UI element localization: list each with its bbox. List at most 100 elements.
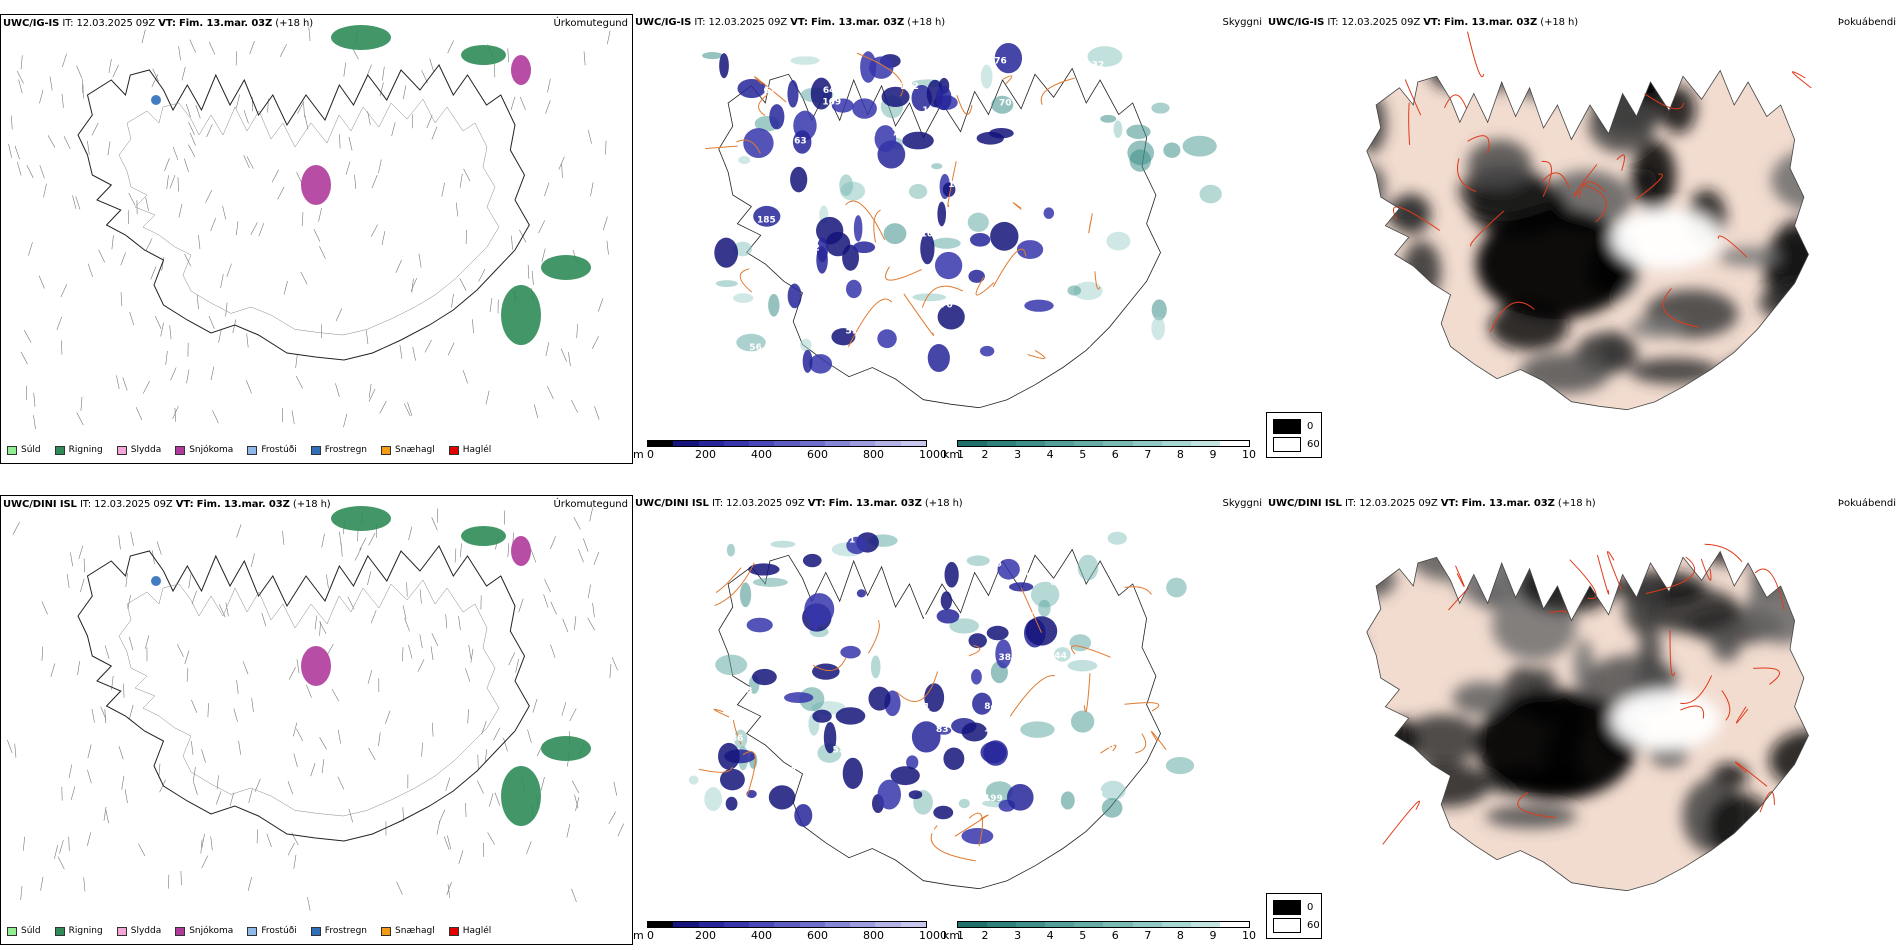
cloud-base-value: 61 xyxy=(817,330,830,340)
legend-item: Rigning xyxy=(54,445,103,455)
cloud-base-value: 49 xyxy=(1007,736,1020,746)
cloud-base-value: 57 xyxy=(871,279,884,289)
cloud-base-value: 41 xyxy=(898,724,911,734)
cloud-base-value: 32 xyxy=(1092,60,1105,70)
colorbar-tick: 4 xyxy=(1046,929,1054,942)
colorbar-tick: 200 xyxy=(695,448,716,461)
precip-type-panel-row2: UWC/DINI ISL IT: 12.03.2025 09Z VT: Fim.… xyxy=(0,495,633,945)
legend-label: Frostregn xyxy=(324,445,368,455)
panel-name: Úrkomutegund xyxy=(553,499,628,510)
cloud-base-value: 105 xyxy=(1052,785,1071,795)
legend-swatch xyxy=(54,926,65,936)
colorbar-tick: 7 xyxy=(1144,448,1152,461)
fog-swatch xyxy=(1273,437,1301,452)
precip-type-map xyxy=(8,25,611,430)
legend-item: Haglél xyxy=(448,445,491,455)
cloud-base-value: 80 xyxy=(745,321,758,331)
colorbar-tick: 8 xyxy=(1176,448,1184,461)
legend-label: Rigning xyxy=(68,926,103,936)
fog-panel-row2: UWC/DINI ISL IT: 12.03.2025 09Z VT: Fim.… xyxy=(1266,495,1900,945)
colorbar-tick: 7 xyxy=(1144,929,1152,942)
cloud-base-value: 69 xyxy=(1090,789,1103,799)
cloud-base-value: 108 xyxy=(921,229,940,239)
cloud-base-value: 103 xyxy=(948,180,967,190)
cloud-base-value: 113 xyxy=(915,613,934,623)
fog-label: 0 xyxy=(1307,902,1314,913)
cloud-base-value: 108 xyxy=(777,766,796,776)
colorbar-tick: 0 xyxy=(647,929,654,942)
cloud-base-value: 7 xyxy=(892,129,898,139)
legend-label: Snjókoma xyxy=(189,926,234,936)
cloud-base-value: 63 xyxy=(794,136,807,146)
legend-label: Frostregn xyxy=(324,926,368,936)
cloud-base-colorbar: m 0 200 400 600 800 1000 xyxy=(633,919,947,945)
cloud-base-value: 86 xyxy=(1039,654,1052,664)
visibility-panel-row2: UWC/DINI ISL IT: 12.03.2025 09Z VT: Fim.… xyxy=(633,495,1266,945)
legend-swatch xyxy=(448,926,459,936)
cloud-base-value: 85 xyxy=(1007,757,1020,767)
cloud-base-value: 185 xyxy=(757,216,776,226)
legend-swatch xyxy=(247,445,258,455)
colorbar-tick: 200 xyxy=(695,929,716,942)
cloud-base-value: 59 xyxy=(928,64,941,74)
colorbar-tick: 2 xyxy=(981,929,989,942)
legend-item: Súld xyxy=(7,445,41,455)
colorbar-unit: km xyxy=(943,929,961,942)
cloud-base-value: 69 xyxy=(829,281,842,291)
legend-swatch xyxy=(381,926,392,936)
cloud-base-value: 55 xyxy=(818,277,831,287)
colorbar-tick: 9 xyxy=(1209,448,1217,461)
colorbar-tick: 10 xyxy=(1242,929,1256,942)
cloud-base-value: 64 xyxy=(876,349,889,359)
legend-swatch xyxy=(54,445,65,455)
cloud-base-value: 47 xyxy=(1015,297,1028,307)
cloud-base-value: 132 xyxy=(984,724,1003,734)
cloud-base-value: 11 xyxy=(878,617,891,627)
colorbar-strip xyxy=(647,440,927,447)
cloud-base-colorbar: m 0 200 400 600 800 1000 xyxy=(633,438,947,464)
legend-swatch xyxy=(7,445,17,455)
cloud-base-value: 104 xyxy=(857,130,876,140)
legend-label: Frostúði xyxy=(261,445,297,455)
cloud-base-value: 63 xyxy=(893,552,906,562)
legend-label: Slydda xyxy=(130,445,162,455)
panel-title: UWC/IG-IS IT: 12.03.2025 09Z VT: Fim. 13… xyxy=(3,18,314,29)
cloud-base-value: 969 xyxy=(1009,208,1028,218)
visibility-colorbar: km 1 2 3 4 5 6 7 8 9 10 xyxy=(943,438,1266,464)
cloud-base-value: 78 xyxy=(740,686,753,696)
colorbar-tick: 5 xyxy=(1079,448,1087,461)
cloud-base-value: 93 xyxy=(1027,572,1040,582)
colorbar-strip xyxy=(957,921,1250,928)
colorbar-tick: 3 xyxy=(1014,929,1022,942)
panel-name: Skyggni xyxy=(1222,17,1262,28)
fog-map xyxy=(1366,543,1809,892)
colorbar-tick: 1 xyxy=(957,448,964,461)
fog-swatch xyxy=(1273,918,1301,933)
legend-swatch xyxy=(247,926,258,936)
legend-label: Slydda xyxy=(130,926,162,936)
cloud-base-value: 50 xyxy=(1016,319,1029,329)
colorbar-tick: 800 xyxy=(863,929,884,942)
cloud-base-value: 133 xyxy=(1096,741,1115,751)
colorbar-unit: m xyxy=(633,448,644,461)
colorbar-tick: 9 xyxy=(1209,929,1217,942)
legend-item: Rigning xyxy=(54,926,103,936)
legend-swatch xyxy=(116,926,127,936)
panel-title: UWC/IG-IS IT: 12.03.2025 09Z VT: Fim. 13… xyxy=(1268,17,1579,28)
colorbar-tick: 10 xyxy=(1242,448,1256,461)
panel-title: UWC/DINI ISL IT: 12.03.2025 09Z VT: Fim.… xyxy=(635,498,963,509)
colorbar-strip xyxy=(957,440,1250,447)
legend-item: Súld xyxy=(7,926,41,936)
legend-item: Frostúði xyxy=(247,926,297,936)
colorbar-unit: m xyxy=(633,929,644,942)
colorbar-unit: km xyxy=(943,448,961,461)
colorbar-tick: 5 xyxy=(1079,929,1087,942)
cloud-base-value: 83 xyxy=(936,725,949,735)
colorbar-tick: 6 xyxy=(1111,448,1119,461)
legend-item: Slydda xyxy=(116,926,162,936)
legend-swatch xyxy=(381,445,392,455)
cloud-base-value: 80 xyxy=(1084,756,1097,766)
cloud-base-value: 77 xyxy=(932,553,945,563)
cloud-base-value: 64 xyxy=(823,86,836,96)
cloud-base-value: 70 xyxy=(762,720,775,730)
